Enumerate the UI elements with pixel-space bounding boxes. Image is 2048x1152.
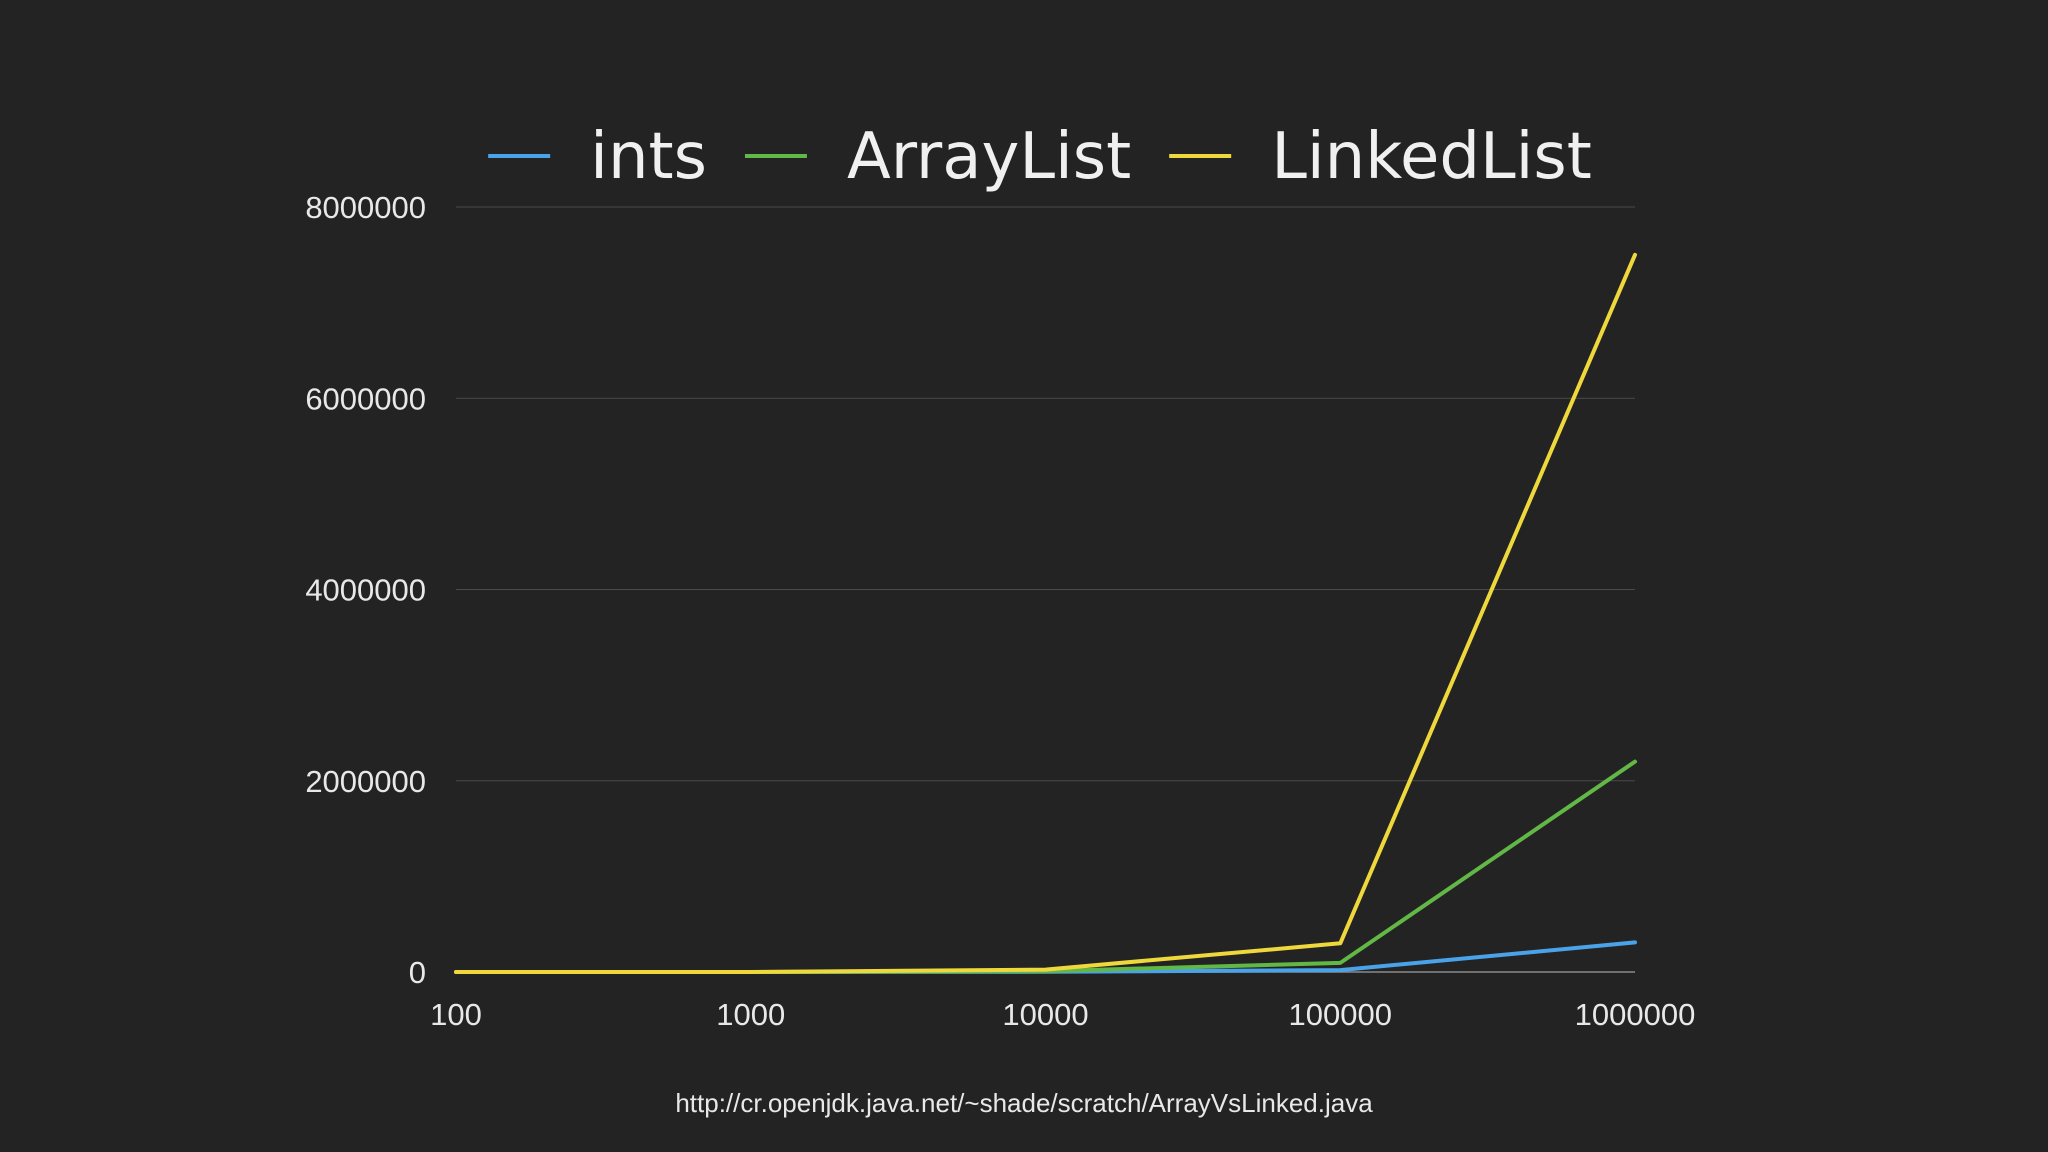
x-tick-label: 100000: [1289, 997, 1392, 1032]
y-tick-label: 6000000: [305, 381, 426, 416]
series-line-arraylist: [454, 759, 1637, 974]
y-tick-label: 8000000: [305, 190, 426, 225]
y-tick-label: 2000000: [305, 764, 426, 799]
series-line-linkedlist: [454, 252, 1637, 974]
legend: ints ArrayList LinkedList: [488, 120, 1592, 194]
grid-lines: [456, 206, 1635, 973]
y-axis-tick-labels: 0 2000000 4000000 6000000 8000000: [305, 190, 426, 990]
x-tick-label: 1000000: [1575, 997, 1696, 1032]
legend-label-ints: ints: [590, 120, 707, 194]
legend-label-linkedlist: LinkedList: [1271, 120, 1592, 194]
y-tick-label: 4000000: [305, 573, 426, 608]
source-link[interactable]: http://cr.openjdk.java.net/~shade/scratc…: [675, 1088, 1373, 1118]
x-tick-label: 100: [430, 997, 482, 1032]
x-tick-label: 10000: [1002, 997, 1088, 1032]
x-axis-tick-labels: 100 1000 10000 100000 1000000: [430, 997, 1695, 1032]
y-tick-label: 0: [409, 955, 426, 990]
series-line-ints: [454, 940, 1637, 974]
series-lines: [454, 252, 1637, 974]
legend-label-arraylist: ArrayList: [847, 120, 1131, 194]
x-tick-label: 1000: [716, 997, 785, 1032]
